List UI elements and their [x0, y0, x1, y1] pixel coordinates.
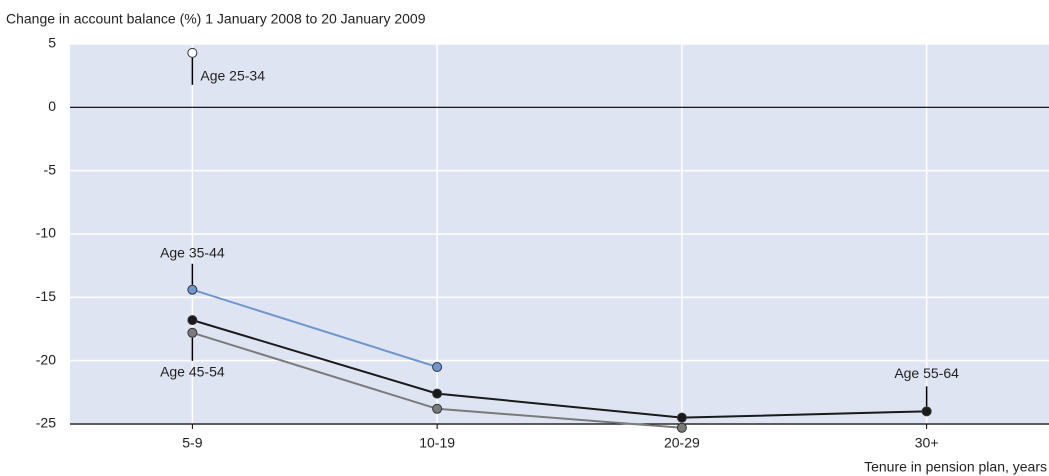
point — [676, 412, 687, 423]
point — [676, 422, 687, 433]
x-tick-label: 5-9 — [182, 435, 202, 451]
y-tick-label: -5 — [44, 161, 57, 177]
x-tick-label: 20-29 — [664, 435, 700, 451]
point — [921, 406, 932, 417]
point — [187, 284, 198, 295]
point — [187, 315, 198, 326]
point — [187, 47, 198, 58]
point — [432, 362, 443, 372]
point — [432, 403, 443, 414]
y-axis-title: Change in account balance (%) 1 January … — [6, 11, 426, 27]
y-tick-label: -15 — [36, 288, 56, 304]
series-label: Age 55-64 — [894, 365, 959, 381]
point — [432, 388, 443, 399]
series-label: Age 35-44 — [160, 244, 225, 260]
y-tick-label: -20 — [36, 351, 56, 367]
y-tick-label: 0 — [48, 98, 56, 114]
series-line — [192, 288, 438, 368]
x-tick-label: 30+ — [915, 435, 939, 451]
y-tick-label: -10 — [36, 225, 56, 241]
y-tick-label: 5 — [48, 35, 56, 51]
series-label: Age 25-34 — [200, 68, 265, 84]
x-axis-title: Tenure in pension plan, years — [864, 459, 1047, 475]
series-label: Age 45-54 — [160, 364, 225, 380]
series-line — [192, 319, 927, 419]
point — [187, 327, 198, 338]
x-tick-label: 10-19 — [419, 435, 455, 451]
y-tick-label: -25 — [36, 415, 56, 431]
